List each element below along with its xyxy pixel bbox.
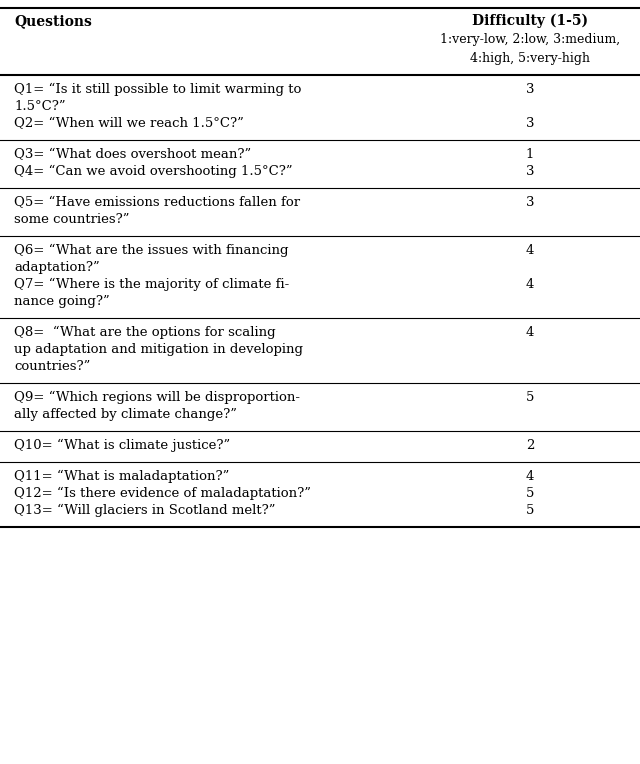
Text: Q11= “What is maladaptation?”: Q11= “What is maladaptation?” <box>14 470 229 484</box>
Text: adaptation?”: adaptation?” <box>14 261 100 274</box>
Text: 3: 3 <box>525 196 534 209</box>
Text: 3: 3 <box>525 117 534 130</box>
Text: up adaptation and mitigation in developing: up adaptation and mitigation in developi… <box>14 343 303 356</box>
Text: 4: 4 <box>526 326 534 339</box>
Text: 1:very-low, 2:low, 3:medium,: 1:very-low, 2:low, 3:medium, <box>440 33 620 46</box>
Text: 1: 1 <box>526 148 534 161</box>
Text: 2: 2 <box>526 439 534 452</box>
Text: 4: 4 <box>526 244 534 257</box>
Text: some countries?”: some countries?” <box>14 213 129 226</box>
Text: Q6= “What are the issues with financing: Q6= “What are the issues with financing <box>14 244 289 257</box>
Text: 5: 5 <box>526 391 534 404</box>
Text: 5: 5 <box>526 487 534 500</box>
Text: Q5= “Have emissions reductions fallen for: Q5= “Have emissions reductions fallen fo… <box>14 196 300 209</box>
Text: Q3= “What does overshoot mean?”: Q3= “What does overshoot mean?” <box>14 148 252 161</box>
Text: 4: 4 <box>526 278 534 291</box>
Text: Q4= “Can we avoid overshooting 1.5°C?”: Q4= “Can we avoid overshooting 1.5°C?” <box>14 165 292 178</box>
Text: 1.5°C?”: 1.5°C?” <box>14 100 66 113</box>
Text: 5: 5 <box>526 504 534 517</box>
Text: Q2= “When will we reach 1.5°C?”: Q2= “When will we reach 1.5°C?” <box>14 117 244 130</box>
Text: Q9= “Which regions will be disproportion-: Q9= “Which regions will be disproportion… <box>14 391 300 404</box>
Text: Q8=  “What are the options for scaling: Q8= “What are the options for scaling <box>14 326 276 339</box>
Text: Q10= “What is climate justice?”: Q10= “What is climate justice?” <box>14 439 230 452</box>
Text: Difficulty (1-5): Difficulty (1-5) <box>472 14 588 28</box>
Text: nance going?”: nance going?” <box>14 295 109 308</box>
Text: ally affected by climate change?”: ally affected by climate change?” <box>14 408 237 421</box>
Text: Q1= “Is it still possible to limit warming to: Q1= “Is it still possible to limit warmi… <box>14 83 301 96</box>
Text: Q12= “Is there evidence of maladaptation?”: Q12= “Is there evidence of maladaptation… <box>14 487 311 500</box>
Text: 4: 4 <box>526 470 534 483</box>
Text: Q13= “Will glaciers in Scotland melt?”: Q13= “Will glaciers in Scotland melt?” <box>14 504 275 517</box>
Text: 3: 3 <box>525 165 534 178</box>
Text: Q7= “Where is the majority of climate fi-: Q7= “Where is the majority of climate fi… <box>14 278 289 291</box>
Text: countries?”: countries?” <box>14 360 90 373</box>
Text: Questions: Questions <box>14 14 92 28</box>
Text: 3: 3 <box>525 83 534 96</box>
Text: 4:high, 5:very-high: 4:high, 5:very-high <box>470 52 590 65</box>
